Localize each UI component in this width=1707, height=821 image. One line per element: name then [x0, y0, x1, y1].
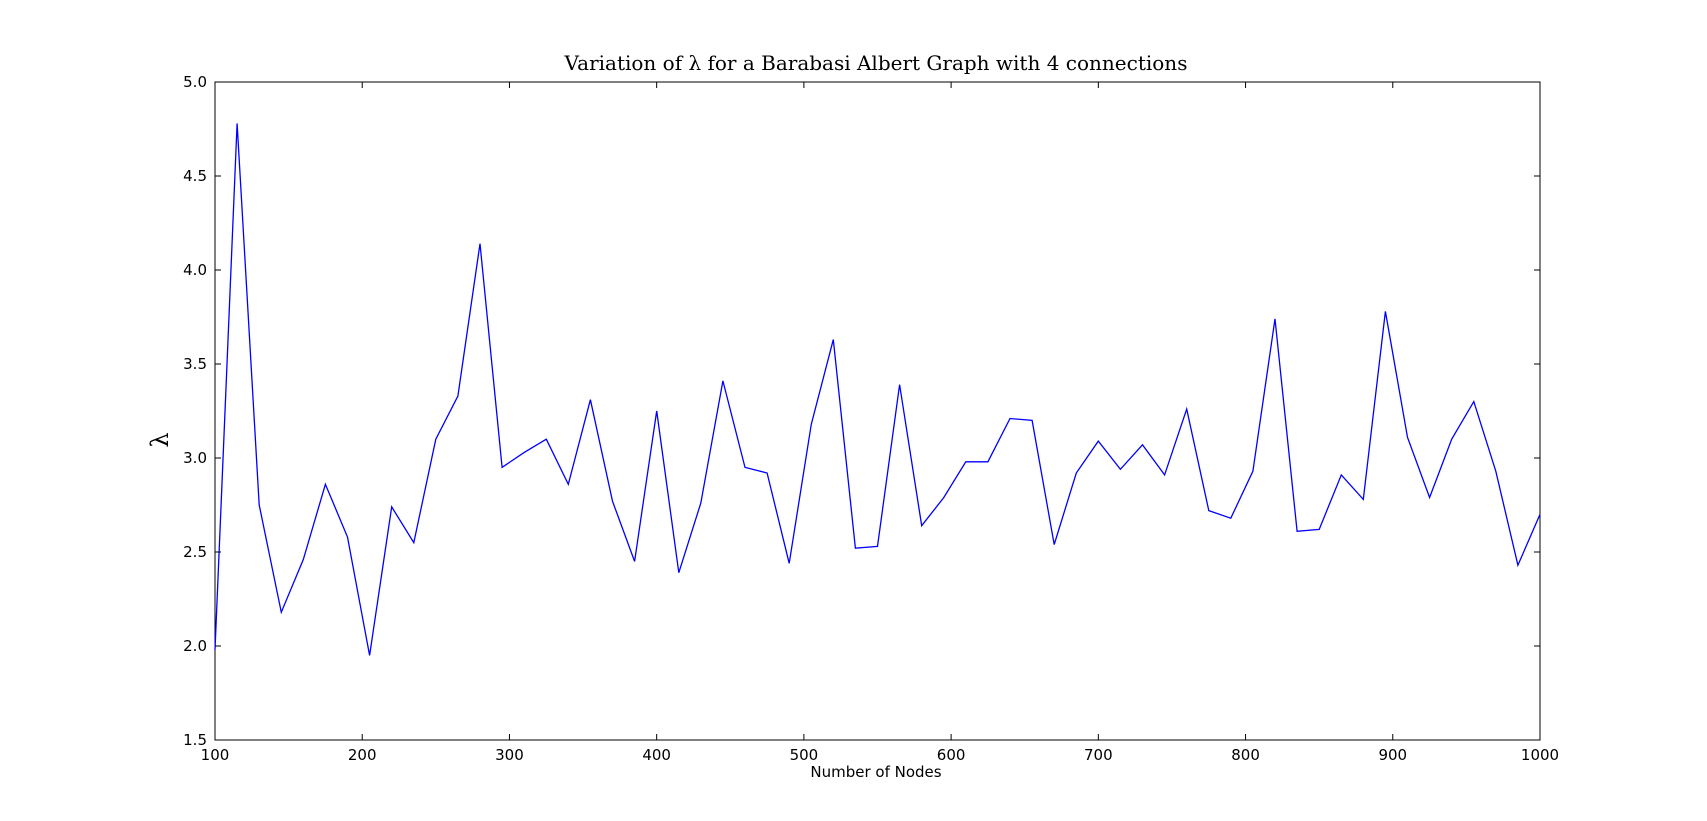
y-axis: 1.5 2.0 2.5 3.0 3.5 4.0 4.5 5.0 — [183, 73, 1540, 749]
x-tick-label: 600 — [937, 746, 966, 764]
x-tick-label: 800 — [1231, 746, 1260, 764]
y-tick-label: 4.5 — [183, 167, 207, 185]
y-tick-label: 3.5 — [183, 355, 207, 373]
y-tick-label: 1.5 — [183, 731, 207, 749]
series-line — [214, 123, 1541, 656]
x-tick-label: 1000 — [1521, 746, 1559, 764]
x-tick-label: 900 — [1378, 746, 1407, 764]
y-tick-label: 2.5 — [183, 543, 207, 561]
y-tick-label: 5.0 — [183, 73, 207, 91]
x-tick-label: 300 — [495, 746, 524, 764]
y-axis-label: λ — [146, 432, 174, 447]
x-axis: 100 200 300 400 500 600 700 800 900 1000 — [201, 82, 1559, 764]
plot-area — [214, 81, 1541, 741]
x-tick-label: 400 — [642, 746, 671, 764]
y-tick-label: 2.0 — [183, 637, 207, 655]
x-tick-label: 500 — [790, 746, 819, 764]
x-tick-label: 200 — [348, 746, 377, 764]
plot-frame — [214, 81, 1541, 741]
x-tick-label: 700 — [1084, 746, 1113, 764]
chart-title: Variation of λ for a Barabasi Albert Gra… — [564, 51, 1188, 75]
y-tick-label: 4.0 — [183, 261, 207, 279]
x-axis-label: Number of Nodes — [810, 763, 941, 781]
x-tick-label: 100 — [201, 746, 230, 764]
y-tick-label: 3.0 — [183, 449, 207, 467]
